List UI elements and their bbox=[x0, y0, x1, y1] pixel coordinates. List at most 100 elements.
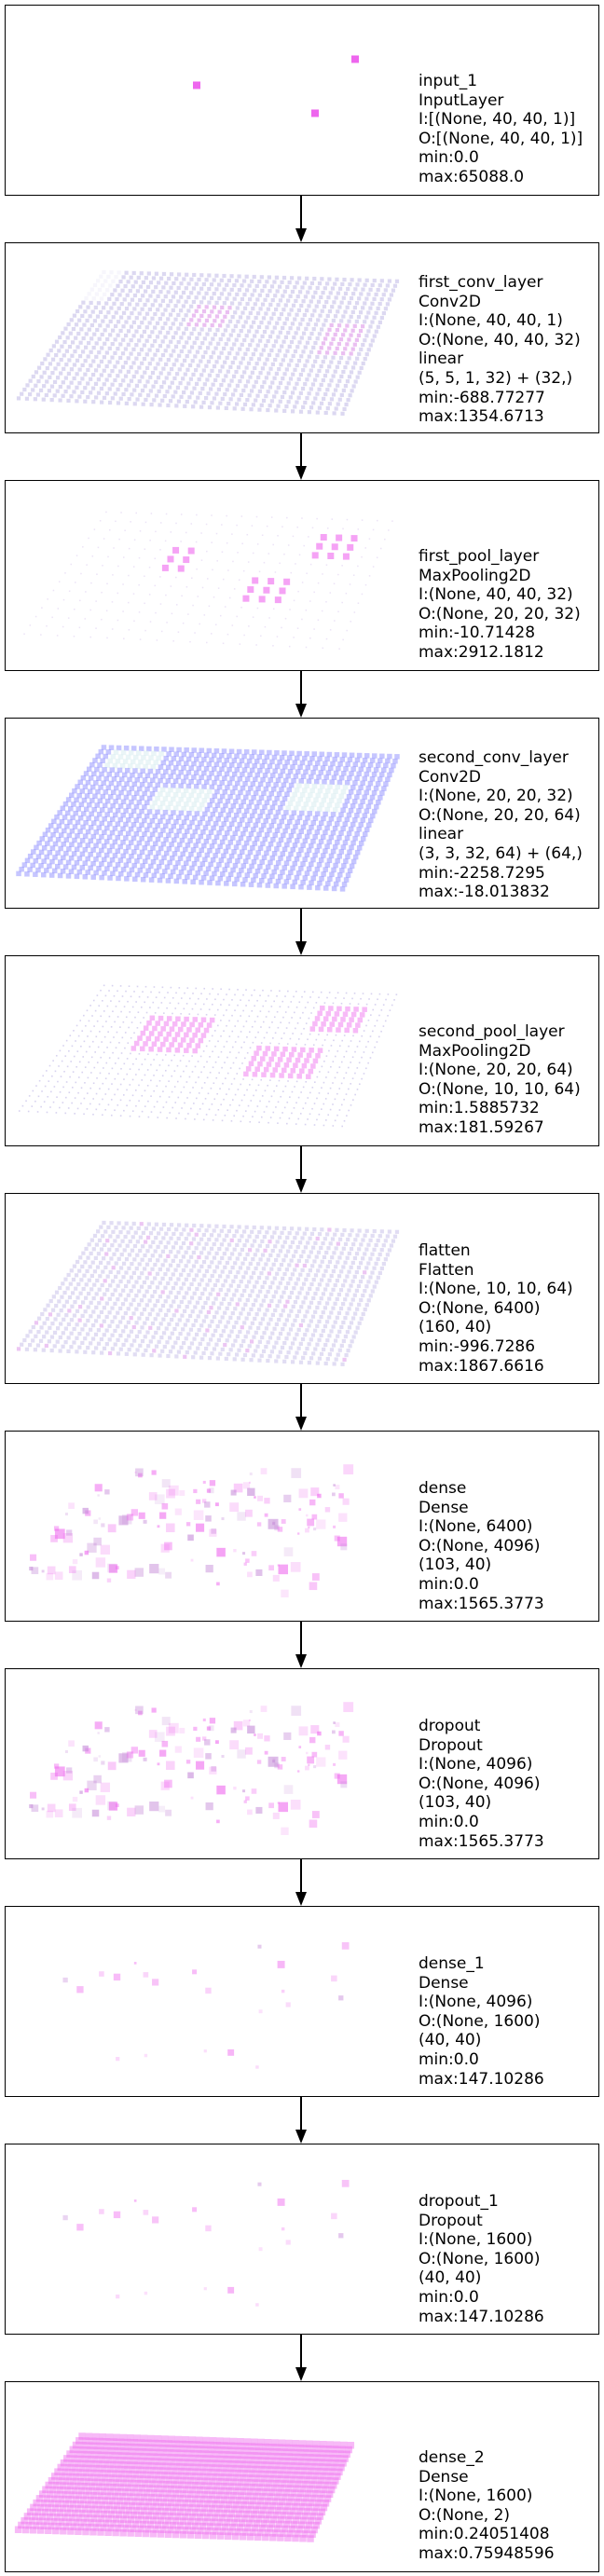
grid-cell bbox=[105, 1287, 110, 1293]
grid-cell bbox=[200, 1087, 203, 1089]
grid-cell bbox=[236, 871, 242, 878]
grid-cell bbox=[354, 301, 360, 306]
grid-cell bbox=[85, 1268, 89, 1274]
grid-cell bbox=[287, 769, 294, 774]
grid-cell bbox=[209, 1233, 214, 1238]
grid-cell bbox=[331, 867, 336, 873]
grid-cell bbox=[110, 1293, 115, 1297]
grid-cell bbox=[202, 856, 208, 863]
grid-cell bbox=[52, 1344, 57, 1349]
grid-cell bbox=[182, 1309, 187, 1313]
grid-cell bbox=[351, 292, 356, 296]
grid-cell bbox=[61, 331, 65, 336]
grid-cell bbox=[216, 1292, 221, 1296]
grid-cell bbox=[336, 291, 340, 295]
grid-cell bbox=[199, 747, 205, 753]
grid-cell bbox=[104, 866, 110, 871]
grid-cell bbox=[245, 398, 250, 403]
activation-mark bbox=[168, 1485, 179, 1496]
grid-cell bbox=[297, 796, 304, 802]
grid-cell bbox=[366, 1298, 371, 1303]
grid-cell bbox=[274, 1322, 279, 1327]
grid-cell bbox=[236, 748, 242, 755]
grid-cell bbox=[161, 271, 167, 277]
grid-cell bbox=[242, 1009, 244, 1012]
grid-cell bbox=[93, 528, 96, 530]
grid-cell bbox=[97, 1287, 102, 1292]
grid-cell bbox=[88, 1020, 90, 1022]
grid-cell bbox=[58, 1335, 62, 1340]
grid-cell bbox=[278, 1331, 283, 1336]
grid-cell bbox=[89, 363, 93, 368]
grid-cell bbox=[354, 757, 361, 763]
grid-cell bbox=[295, 852, 302, 857]
grid-cell bbox=[378, 1014, 380, 1017]
grid-cell bbox=[153, 352, 158, 357]
grid-cell bbox=[222, 1224, 226, 1229]
grid-cell bbox=[228, 807, 234, 814]
grid-cell bbox=[307, 373, 311, 377]
grid-cell bbox=[268, 777, 274, 783]
grid-cell bbox=[191, 760, 197, 767]
grid-cell bbox=[140, 1030, 146, 1036]
grid-cell bbox=[267, 828, 272, 833]
grid-cell bbox=[55, 863, 61, 870]
grid-cell bbox=[179, 1299, 184, 1305]
grid-cell bbox=[177, 565, 185, 572]
grid-cell bbox=[243, 1094, 246, 1096]
grid-cell bbox=[226, 812, 231, 818]
grid-cell bbox=[86, 367, 90, 373]
grid-cell bbox=[228, 748, 235, 755]
grid-cell bbox=[213, 596, 215, 598]
grid-cell bbox=[372, 278, 377, 283]
grid-cell bbox=[240, 310, 245, 315]
grid-cell bbox=[161, 986, 164, 989]
grid-cell bbox=[313, 359, 318, 363]
grid-cell bbox=[107, 1088, 110, 1090]
grid-cell bbox=[242, 1243, 247, 1248]
grid-cell bbox=[173, 390, 178, 394]
grid-cell bbox=[328, 1241, 333, 1246]
grid-cell bbox=[231, 1099, 234, 1101]
grid-cell bbox=[285, 349, 290, 353]
grid-cell bbox=[352, 323, 357, 328]
grid-cell bbox=[217, 282, 222, 287]
grid-cell bbox=[320, 308, 324, 313]
grid-cell bbox=[62, 828, 67, 834]
grid-cell bbox=[150, 1294, 155, 1298]
grid-cell bbox=[223, 1310, 227, 1315]
grid-cell bbox=[72, 1313, 77, 1318]
grid-cell bbox=[192, 1291, 197, 1295]
grid-cell bbox=[379, 279, 384, 283]
grid-cell bbox=[166, 1309, 171, 1313]
grid-cell bbox=[376, 1238, 380, 1243]
grid-cell bbox=[321, 1108, 323, 1110]
grid-cell bbox=[364, 1284, 369, 1289]
grid-cell bbox=[272, 645, 274, 647]
grid-cell bbox=[271, 311, 276, 316]
grid-cell bbox=[213, 1296, 218, 1301]
grid-cell bbox=[69, 318, 74, 322]
grid-cell bbox=[254, 1280, 259, 1284]
grid-cell bbox=[187, 547, 195, 555]
grid-cell bbox=[187, 1313, 193, 1319]
grid-cell bbox=[92, 332, 97, 336]
grid-cell bbox=[137, 1275, 142, 1280]
grid-cell bbox=[332, 1082, 334, 1084]
grid-cell bbox=[103, 341, 107, 346]
grid-cell bbox=[109, 843, 116, 849]
grid-cell bbox=[119, 762, 126, 769]
grid-cell bbox=[144, 1276, 149, 1281]
grid-cell bbox=[96, 1062, 99, 1063]
grid-cell bbox=[145, 1035, 152, 1042]
grid-cell bbox=[307, 1001, 309, 1004]
grid-cell bbox=[293, 317, 297, 322]
grid-cell bbox=[318, 1092, 321, 1094]
grid-cell bbox=[337, 761, 343, 767]
grid-cell bbox=[289, 1226, 295, 1231]
grid-cell bbox=[223, 1014, 225, 1017]
grid-cell bbox=[242, 293, 247, 297]
grid-cell bbox=[155, 1021, 160, 1026]
grid-cell bbox=[155, 530, 157, 533]
grid-cell bbox=[214, 287, 219, 292]
